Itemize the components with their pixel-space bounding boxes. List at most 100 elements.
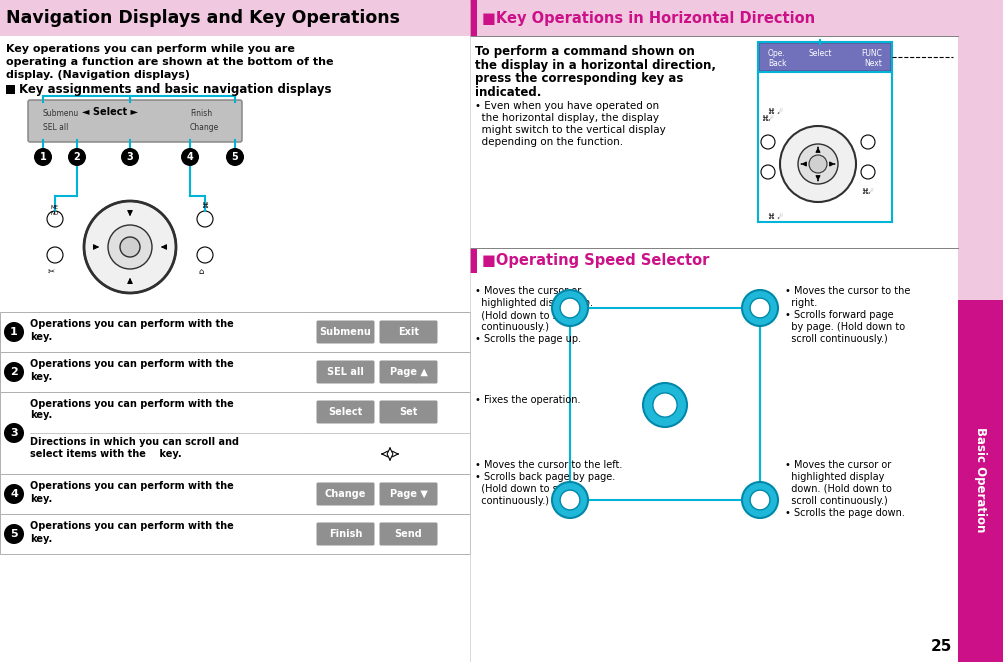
Text: Exit: Exit	[397, 327, 418, 337]
Bar	[469, 0, 957, 36]
Bar	[0, 474, 469, 514]
FancyBboxPatch shape	[316, 483, 374, 506]
Circle shape	[108, 225, 151, 269]
Text: FUNC: FUNC	[861, 49, 881, 58]
Text: 5: 5	[10, 529, 18, 539]
Text: Operations you can perform with the: Operations you can perform with the	[30, 359, 234, 369]
Circle shape	[560, 298, 580, 318]
Text: Select: Select	[328, 407, 362, 417]
Text: key.: key.	[30, 494, 52, 504]
Text: 3: 3	[126, 152, 133, 162]
Circle shape	[4, 484, 24, 504]
FancyBboxPatch shape	[316, 361, 374, 383]
Circle shape	[120, 237, 139, 257]
Text: 1: 1	[39, 152, 46, 162]
Circle shape	[560, 490, 580, 510]
Bar	[957, 0, 1003, 300]
Circle shape	[741, 482, 777, 518]
FancyBboxPatch shape	[379, 401, 437, 424]
Text: operating a function are shown at the bottom of the: operating a function are shown at the bo…	[6, 57, 333, 67]
Text: highlighted display up.: highlighted display up.	[474, 298, 593, 308]
Text: Ope.: Ope.	[767, 49, 785, 58]
Text: Key assignments and basic navigation displays: Key assignments and basic navigation dis…	[19, 83, 331, 95]
Text: key.: key.	[30, 534, 52, 544]
Text: ⌂: ⌂	[199, 267, 204, 276]
Circle shape	[68, 148, 86, 166]
Circle shape	[652, 393, 676, 417]
FancyBboxPatch shape	[28, 100, 242, 142]
Text: (Hold down to scroll: (Hold down to scroll	[474, 484, 578, 494]
Text: down. (Hold down to: down. (Hold down to	[784, 484, 891, 494]
Text: ⌘☄: ⌘☄	[760, 116, 774, 122]
Text: ⌘☄: ⌘☄	[861, 189, 874, 195]
Text: SEL all: SEL all	[43, 123, 68, 132]
Circle shape	[4, 524, 24, 544]
Circle shape	[760, 165, 774, 179]
Text: scroll continuously.): scroll continuously.)	[784, 334, 887, 344]
Circle shape	[749, 490, 769, 510]
Text: Directions in which you can scroll and: Directions in which you can scroll and	[30, 437, 239, 447]
Text: • Moves the cursor or: • Moves the cursor or	[784, 460, 891, 470]
Text: Set: Set	[399, 407, 417, 417]
Circle shape	[861, 165, 875, 179]
Circle shape	[797, 144, 838, 184]
Text: Finish: Finish	[329, 529, 362, 539]
Text: • Moves the cursor to the left.: • Moves the cursor to the left.	[474, 460, 622, 470]
FancyBboxPatch shape	[316, 522, 374, 545]
Text: Submenu: Submenu	[43, 109, 79, 118]
Bar	[469, 249, 476, 273]
Bar	[6, 85, 15, 94]
Text: NU: NU	[51, 211, 59, 216]
Text: Operations you can perform with the: Operations you can perform with the	[30, 319, 234, 329]
Text: indicated.: indicated.	[474, 85, 541, 99]
Circle shape	[552, 482, 588, 518]
Text: Send: Send	[394, 529, 422, 539]
Text: • Even when you have operated on: • Even when you have operated on	[474, 101, 658, 111]
Text: display. (Navigation displays): display. (Navigation displays)	[6, 70, 190, 80]
Text: Key operations you can perform while you are: Key operations you can perform while you…	[6, 44, 295, 54]
Text: 4: 4	[187, 152, 194, 162]
Circle shape	[197, 211, 213, 227]
Circle shape	[642, 383, 686, 427]
FancyBboxPatch shape	[379, 361, 437, 383]
Circle shape	[181, 148, 199, 166]
Text: ■Operating Speed Selector: ■Operating Speed Selector	[481, 254, 709, 269]
FancyBboxPatch shape	[758, 43, 890, 71]
Text: the horizontal display, the display: the horizontal display, the display	[474, 113, 658, 123]
FancyBboxPatch shape	[379, 483, 437, 506]
Text: Select: Select	[807, 49, 830, 58]
Bar	[0, 352, 469, 392]
Text: ◄ Select ►: ◄ Select ►	[82, 107, 137, 117]
Text: • Fixes the operation.: • Fixes the operation.	[474, 395, 580, 405]
Text: right.: right.	[784, 298, 816, 308]
Text: ⌘ ☄: ⌘ ☄	[767, 109, 782, 115]
Text: To perform a command shown on: To perform a command shown on	[474, 45, 694, 58]
Text: ME: ME	[51, 205, 59, 210]
Text: • Moves the cursor or: • Moves the cursor or	[474, 286, 581, 296]
Circle shape	[749, 298, 769, 318]
Text: Change: Change	[325, 489, 366, 499]
Circle shape	[779, 126, 856, 202]
Circle shape	[226, 148, 244, 166]
Text: by page. (Hold down to: by page. (Hold down to	[784, 322, 905, 332]
Text: 25: 25	[930, 639, 951, 654]
Text: Basic Operation: Basic Operation	[974, 427, 987, 533]
Text: Operations you can perform with the: Operations you can perform with the	[30, 481, 234, 491]
Circle shape	[121, 148, 138, 166]
Text: • Scrolls the page down.: • Scrolls the page down.	[784, 508, 904, 518]
Text: the display in a horizontal direction,: the display in a horizontal direction,	[474, 58, 715, 71]
FancyBboxPatch shape	[316, 401, 374, 424]
Bar	[0, 0, 469, 36]
Text: • Scrolls forward page: • Scrolls forward page	[784, 310, 893, 320]
Text: key.: key.	[30, 332, 52, 342]
Text: 5: 5	[232, 152, 238, 162]
Text: • Scrolls back page by page.: • Scrolls back page by page.	[474, 472, 615, 482]
Bar	[0, 392, 469, 474]
Text: (Hold down to scroll: (Hold down to scroll	[474, 310, 578, 320]
Circle shape	[861, 135, 875, 149]
Text: • Scrolls the page up.: • Scrolls the page up.	[474, 334, 581, 344]
Text: key.: key.	[30, 372, 52, 382]
Bar	[757, 42, 891, 72]
Text: highlighted display: highlighted display	[784, 472, 884, 482]
Text: 3: 3	[10, 428, 18, 438]
